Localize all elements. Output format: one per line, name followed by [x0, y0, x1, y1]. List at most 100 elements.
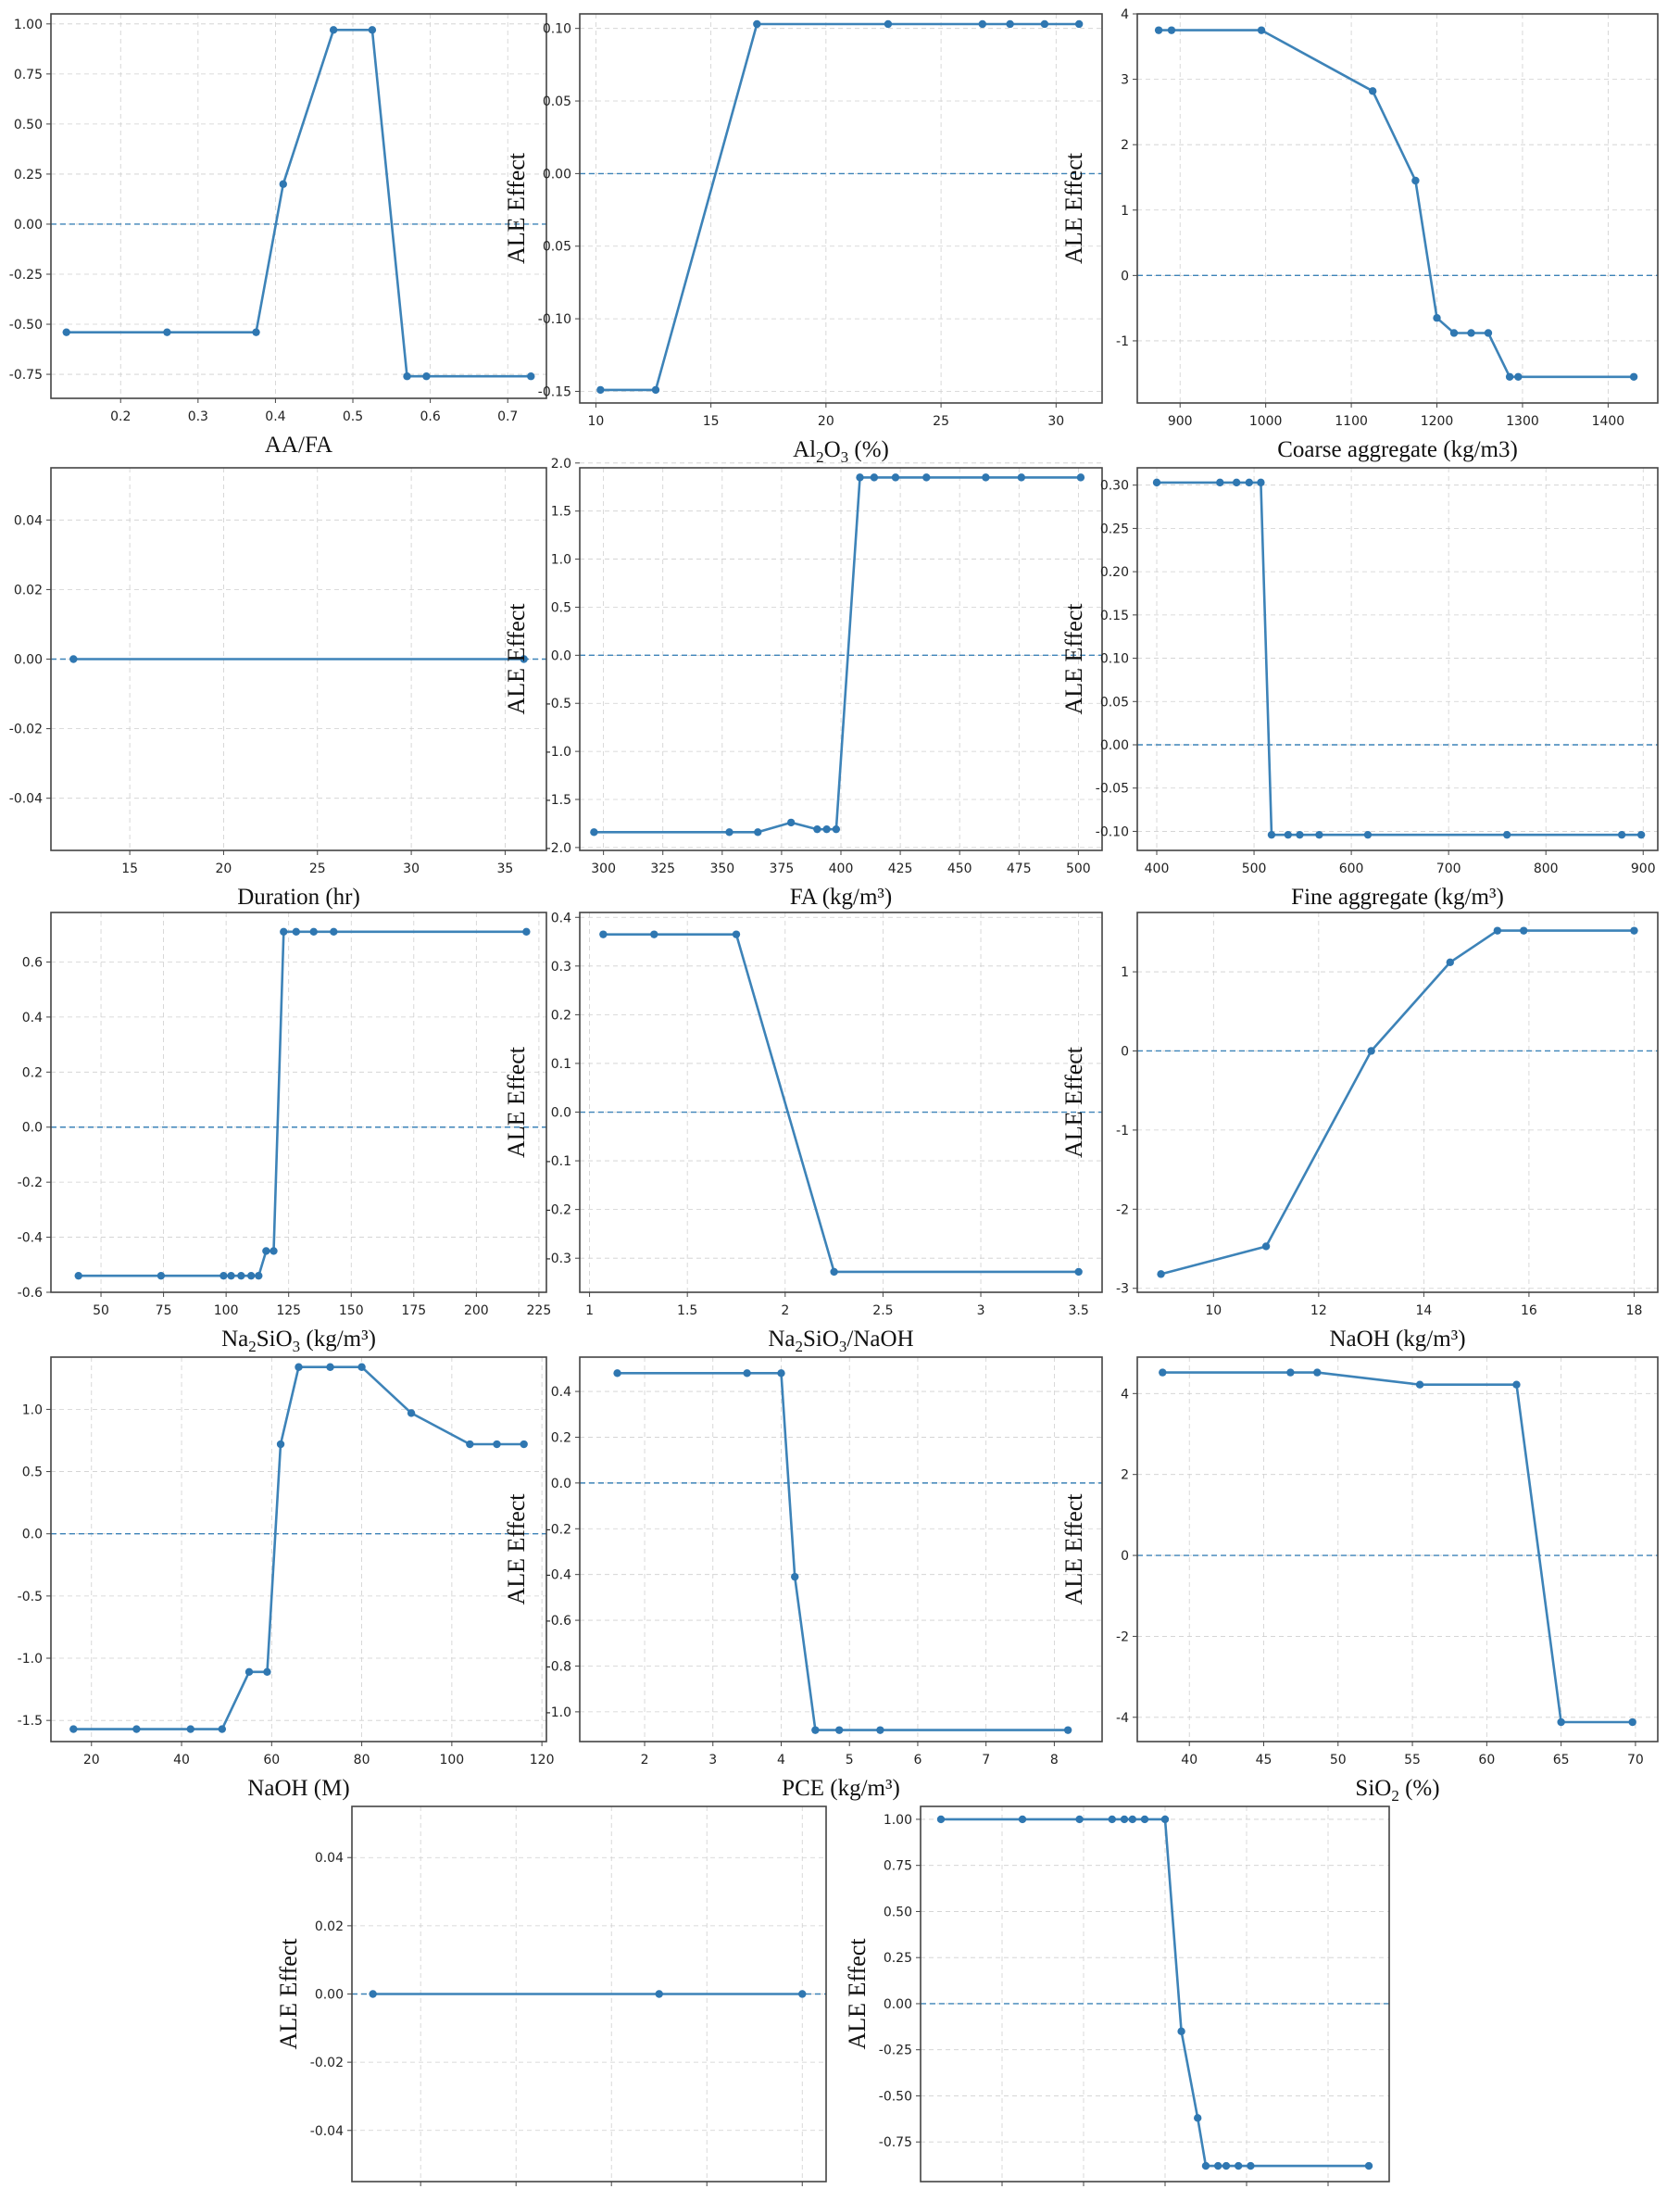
data-point — [326, 1363, 334, 1371]
data-point — [218, 1725, 227, 1733]
y-tick-label: -1 — [1116, 334, 1129, 349]
data-point — [1063, 1726, 1072, 1734]
data-point — [1261, 1242, 1271, 1251]
x-tick-label: 0.5 — [343, 409, 363, 424]
x-tick-label: 8 — [1050, 1753, 1059, 1768]
chart-water: 80100120140160-0.75-0.50-0.250.000.250.5… — [844, 1805, 1390, 2186]
x-tick-label: 1 — [585, 1303, 594, 1318]
data-point — [832, 824, 841, 834]
data-point — [1363, 830, 1373, 839]
data-point — [522, 927, 531, 936]
x-tick-label: 6 — [913, 1753, 921, 1768]
data-point — [1446, 958, 1454, 967]
x-tick-label: 25 — [933, 414, 949, 429]
data-point — [1167, 26, 1176, 34]
x-tick-label: 450 — [947, 862, 972, 876]
y-tick-label: -1.5 — [546, 793, 571, 808]
data-point — [884, 19, 893, 29]
data-point — [876, 1726, 884, 1734]
x-tick-label: 14 — [1415, 1303, 1432, 1318]
data-point — [1364, 2161, 1373, 2170]
y-tick-label: -0.6 — [18, 1286, 43, 1301]
data-point — [369, 1990, 377, 1998]
x-tick-label: 5 — [846, 1753, 854, 1768]
data-point — [329, 26, 338, 34]
data-point — [219, 1271, 228, 1280]
x-tick-label: 15 — [703, 414, 720, 429]
data-point — [590, 828, 598, 837]
y-axis-label: ALE Effect — [1060, 603, 1087, 715]
y-tick-label: 0.4 — [551, 1385, 571, 1400]
data-point — [237, 1271, 245, 1280]
data-point — [754, 828, 762, 837]
data-point — [1257, 478, 1265, 487]
data-point — [1484, 329, 1493, 337]
x-tick-label: 475 — [1007, 862, 1032, 876]
chart-fa: 300 325 350 375 400 425 450 475 500 -2.0 -1.5 -1.0 -… — [503, 457, 1103, 910]
data-point — [1313, 1368, 1322, 1377]
plot-frame — [1136, 467, 1659, 851]
y-tick-label: 0.2 — [551, 1008, 571, 1023]
x-tick-label: 60 — [263, 1753, 280, 1768]
x-tick-label: 40 — [173, 1753, 190, 1768]
data-point — [527, 372, 535, 381]
y-tick-label: 0.15 — [1100, 609, 1129, 623]
data-point — [262, 1247, 270, 1255]
y-tick-label: -0.6 — [546, 1614, 571, 1629]
y-tick-label: -3 — [1116, 1282, 1129, 1297]
y-tick-label: -0.75 — [879, 2135, 912, 2150]
x-tick-label: 100 — [214, 1303, 239, 1318]
data-point — [1433, 314, 1441, 322]
data-point — [813, 824, 821, 834]
x-tick-label: 30 — [1047, 414, 1064, 429]
data-point — [227, 1271, 235, 1280]
y-axis-label: ALE Effect — [503, 603, 530, 715]
y-tick-label: 0 — [1121, 269, 1129, 283]
data-point — [811, 1726, 820, 1734]
y-tick-label: 0.3 — [551, 960, 571, 975]
y-tick-label: 4 — [1121, 7, 1129, 22]
y-axis-label: ALE Effect — [1060, 1046, 1087, 1158]
series-line — [1157, 481, 1642, 837]
data-point — [1075, 1815, 1084, 1824]
y-tick-label: 0.02 — [315, 1919, 344, 1934]
x-axis-label: FA (kg/m³) — [790, 885, 893, 910]
data-point — [830, 1267, 838, 1277]
y-tick-label: -0.10 — [538, 312, 571, 327]
y-tick-label: 0.75 — [884, 1859, 912, 1874]
x-tick-label: 400 — [1145, 862, 1170, 876]
data-point — [1232, 478, 1241, 487]
y-tick-label: 0.25 — [884, 1951, 912, 1966]
y-tick-label: 0.25 — [14, 168, 43, 182]
data-point — [1194, 2114, 1202, 2122]
x-tick-label: 375 — [770, 862, 795, 876]
y-tick-label: 0.0 — [22, 1528, 43, 1542]
x-tick-label: 10 — [1205, 1303, 1222, 1318]
y-tick-label: 0.1 — [551, 1057, 571, 1072]
data-point — [1017, 473, 1026, 482]
y-tick-label: 0.04 — [14, 513, 43, 528]
x-axis-label: Al2​O3​ (%) — [793, 437, 889, 466]
y-axis-label: ALE Effect — [0, 1046, 1, 1158]
y-tick-label: -0.5 — [18, 1590, 43, 1604]
data-point — [520, 1440, 528, 1449]
data-point — [1201, 2161, 1210, 2170]
y-tick-label: -0.50 — [879, 2089, 912, 2104]
data-point — [1235, 2161, 1243, 2170]
data-point — [368, 26, 377, 34]
grid — [51, 14, 546, 398]
x-axis-label: Duration (hr) — [237, 885, 360, 910]
y-tick-label: 0.30 — [1100, 479, 1129, 494]
data-point — [1214, 2161, 1222, 2170]
data-point — [978, 19, 987, 29]
series-line — [1162, 1371, 1633, 1724]
y-tick-label: 2.0 — [551, 457, 571, 472]
data-point — [1074, 1267, 1083, 1277]
y-axis-label: ALE Effect — [275, 1938, 302, 2050]
y-tick-label: 0.4 — [22, 1011, 43, 1025]
data-point — [798, 1990, 807, 1998]
x-tick-label: 35 — [497, 862, 514, 876]
grid — [580, 14, 1102, 403]
data-point — [132, 1725, 141, 1733]
